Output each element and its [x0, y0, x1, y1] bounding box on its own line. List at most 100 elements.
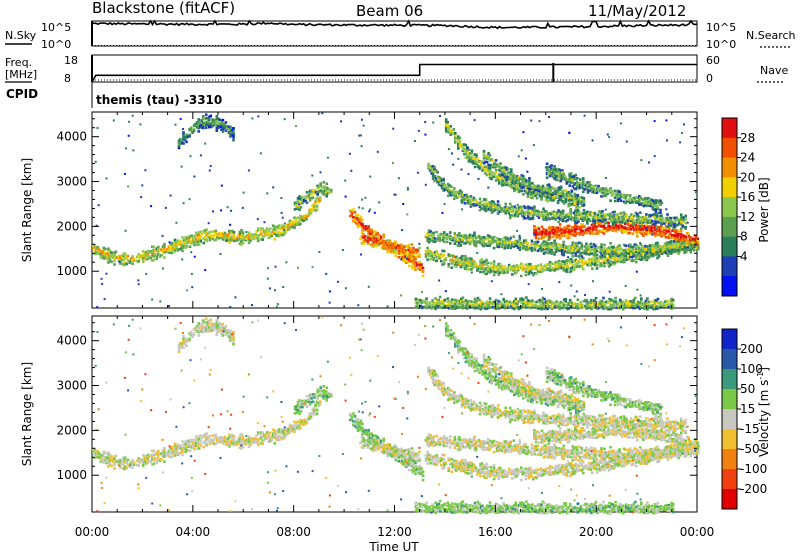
heatmap-cell [610, 250, 614, 254]
heatmap-cell [519, 184, 522, 187]
heatmap-cell [293, 223, 296, 227]
heatmap-cell [383, 246, 386, 249]
heatmap-cell [223, 234, 227, 237]
heatmap-cell [645, 223, 648, 227]
heatmap-cell [697, 247, 700, 251]
heatmap-cell [467, 238, 470, 242]
heatmap-cell [480, 240, 484, 243]
heatmap-cell [311, 189, 315, 192]
heatmap-cell [502, 209, 506, 213]
heatmap-cell [624, 254, 627, 258]
heatmap-cell [484, 154, 487, 158]
heatmap-cell [645, 258, 649, 262]
heatmap-cell [655, 232, 659, 235]
heatmap-cell [217, 126, 220, 130]
heatmap-cell [488, 267, 491, 270]
heatmap-cell [484, 198, 488, 202]
heatmap-cell [432, 240, 435, 243]
heatmap-cell [436, 235, 440, 238]
heatmap-cell [560, 263, 564, 266]
heatmap-cell [595, 253, 599, 257]
heatmap-cell [592, 253, 596, 257]
heatmap-cell [391, 243, 394, 246]
heatmap-cell [605, 229, 609, 233]
heatmap-cell [655, 213, 659, 216]
heatmap-cell [630, 251, 633, 255]
heatmap-cell [577, 249, 581, 253]
heatmap-cell [432, 236, 435, 239]
heatmap-cell [595, 249, 599, 253]
heatmap-cell [660, 230, 663, 234]
heatmap-cell [437, 176, 441, 179]
heatmap-cell [629, 217, 633, 220]
heatmap-cell [458, 136, 462, 140]
heatmap-cell [652, 232, 656, 236]
heatmap-cell [526, 267, 529, 271]
heatmap-cell [613, 251, 617, 255]
heatmap-cell [238, 242, 242, 245]
heatmap-cell [497, 163, 501, 166]
heatmap-cell [651, 225, 654, 229]
heatmap-cell [663, 244, 667, 248]
heatmap-cell [557, 263, 561, 266]
heatmap-cell [624, 251, 627, 255]
heatmap-cell [547, 263, 550, 266]
heatmap-cell [557, 209, 560, 212]
heatmap-cell [616, 245, 620, 249]
heatmap-cell [406, 244, 409, 248]
heatmap-cell [259, 238, 263, 241]
heatmap-cell [567, 232, 571, 236]
heatmap-cell [494, 179, 498, 182]
heatmap-cell [562, 172, 565, 176]
heatmap-cell [679, 227, 683, 230]
heatmap-cell [214, 232, 218, 235]
heatmap-cell [595, 221, 598, 225]
heatmap-cell [247, 238, 251, 241]
heatmap-cell [468, 198, 471, 202]
heatmap-cell [610, 218, 613, 222]
heatmap-cell [569, 218, 572, 221]
heatmap-cell [517, 187, 521, 191]
heatmap-cell [364, 224, 367, 228]
heatmap-cell [625, 217, 628, 220]
heatmap-cell [551, 231, 554, 235]
heatmap-cell [641, 249, 644, 252]
heatmap-cell [95, 247, 98, 251]
heatmap-cell [490, 176, 493, 180]
heatmap-cell [592, 259, 596, 262]
heatmap-cell [566, 230, 569, 234]
heatmap-cell [113, 257, 116, 261]
heatmap-cell [465, 257, 469, 260]
heatmap-cell [675, 243, 679, 247]
heatmap-cell [679, 233, 683, 236]
heatmap-cell [407, 243, 411, 247]
heatmap-cell [695, 235, 698, 239]
heatmap-cell [547, 250, 550, 254]
heatmap-cell [573, 260, 576, 263]
noise-left-tick-top: 10^5 [41, 21, 71, 34]
heatmap-cell [675, 218, 678, 221]
heatmap-cell [619, 260, 623, 264]
heatmap-cell [575, 206, 578, 210]
heatmap-cell [126, 259, 130, 262]
heatmap-cell [496, 200, 500, 203]
heatmap-cell [123, 263, 127, 267]
heatmap-cell [627, 252, 630, 256]
heatmap-cell [579, 264, 582, 268]
heatmap-cell [221, 118, 225, 122]
heatmap-cell [600, 256, 603, 260]
heatmap-cell [656, 297, 660, 301]
heatmap-cell [163, 250, 166, 253]
heatmap-cell [453, 259, 457, 262]
heatmap-cell [151, 251, 154, 254]
heatmap-cell [562, 245, 565, 248]
heatmap-cell [593, 221, 597, 225]
heatmap-cell [506, 246, 509, 249]
heatmap-cell [466, 195, 470, 199]
heatmap-cell [406, 248, 409, 252]
heatmap-cell [650, 246, 653, 249]
heatmap-cell [247, 234, 251, 237]
heatmap-cell [179, 243, 183, 246]
heatmap-cell [679, 236, 683, 239]
heatmap-cell [618, 248, 621, 251]
